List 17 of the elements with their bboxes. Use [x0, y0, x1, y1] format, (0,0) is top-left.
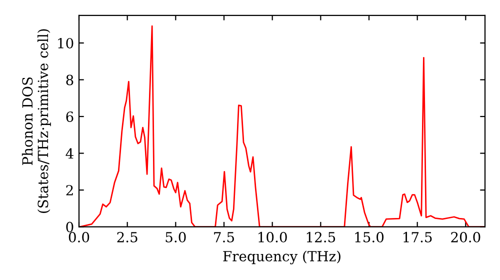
x-tick-label: 5.0: [166, 232, 186, 242]
x-axis-title: Frequency (THz): [223, 250, 340, 264]
x-tick-label: 2.5: [117, 232, 138, 242]
y-tick-label: 4: [66, 148, 74, 159]
y-tick-label: 8: [66, 74, 74, 86]
y-tick-label: 2: [66, 185, 73, 196]
y-tick-label: 6: [66, 111, 74, 122]
x-tick-label: 12.5: [306, 232, 336, 242]
x-tick-label: 20.0: [451, 232, 480, 242]
y-tick-label: 10: [58, 38, 74, 48]
y-axis-title: Phonon DOS (States/THz·primitive cell): [22, 29, 51, 213]
x-tick-label: 7.5: [214, 232, 234, 242]
x-tick-label: 0.0: [68, 232, 90, 242]
x-tick-label: 10.0: [258, 232, 287, 242]
x-tick-label: 17.5: [404, 232, 432, 242]
x-tick-label: 15.0: [355, 232, 384, 242]
y-tick-label: 0: [66, 222, 74, 232]
